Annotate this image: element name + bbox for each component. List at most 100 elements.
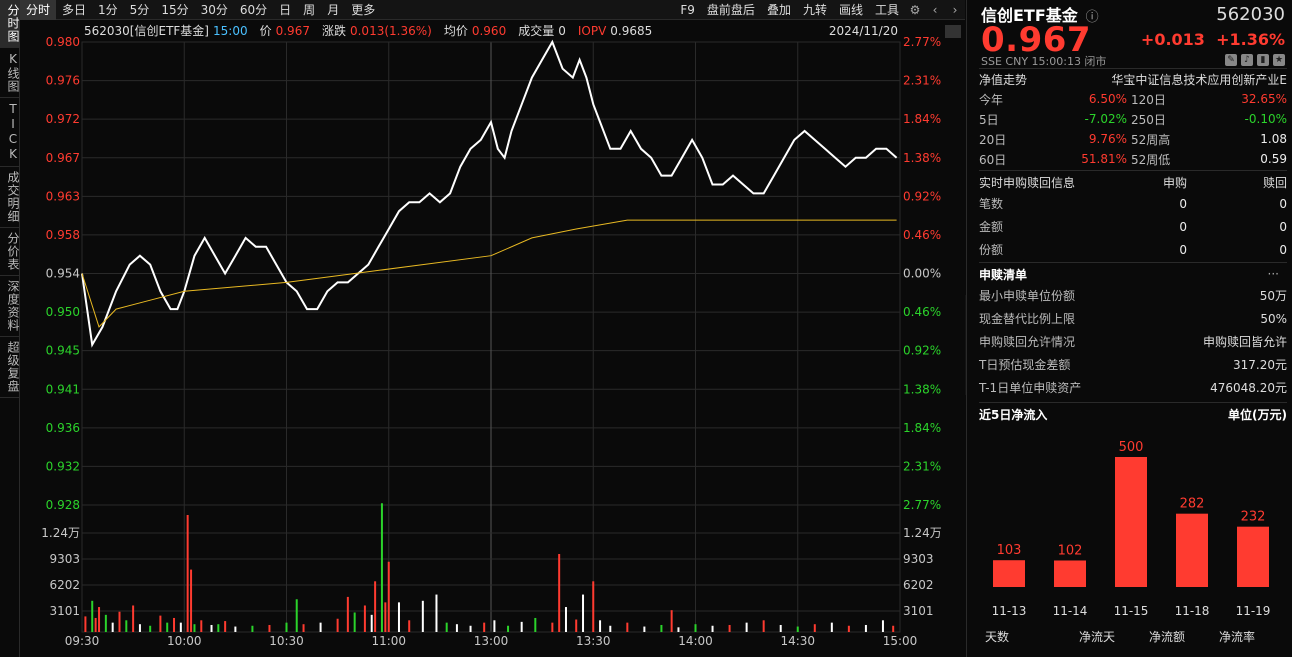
tool-button-5[interactable]: 工具 [874, 2, 899, 17]
period-tab-10[interactable]: 更多 [351, 2, 376, 17]
prev-icon[interactable]: ‹ [932, 2, 938, 17]
time-tick: 14:30 [780, 634, 815, 648]
market-info: SSE CNY 15:00:13 闭市 [981, 55, 1107, 68]
price-tick: 0.941 [46, 382, 80, 396]
price-tick: 0.958 [46, 228, 80, 242]
left-tab-2[interactable]: TICK [0, 98, 20, 167]
settings-icon[interactable]: ⚙ [909, 2, 921, 17]
period-tab-5[interactable]: 30分 [200, 2, 228, 17]
nav-trend-link[interactable]: 净值走势 [979, 72, 1028, 87]
price-tick: 0.972 [46, 112, 80, 126]
inflow-bar [1176, 513, 1208, 587]
net-inflow-unit: 单位(万元) [1228, 407, 1287, 422]
time-tick: 10:00 [167, 634, 202, 648]
bookmark-icon[interactable]: ▮ [1257, 54, 1269, 66]
realtime-subscribe-value: 0 [1179, 196, 1187, 211]
price-tick: 0.932 [46, 459, 80, 473]
realtime-subscribe-value: 0 [1179, 219, 1187, 234]
next-icon[interactable]: › [952, 2, 958, 17]
pct-tick: 0.46% [903, 228, 941, 242]
period-tab-2[interactable]: 1分 [98, 2, 118, 17]
price-tick: 0.976 [46, 74, 80, 88]
period-tab-1[interactable]: 多日 [62, 2, 87, 17]
inflow-value: 232 [1241, 510, 1266, 525]
chart-settings-icon[interactable] [945, 25, 961, 38]
inflow-value: 500 [1119, 440, 1144, 455]
left-tab-6[interactable]: 超级复盘 [0, 337, 20, 398]
pct-tick: 1.84% [903, 421, 941, 435]
perf-value: 1.08 [1260, 132, 1287, 146]
more-icon[interactable]: ··· [1267, 267, 1279, 281]
realtime-subscription: 实时申购赎回信息 申购 赎回 笔数 0 0 金额 0 0 份额 0 0 [979, 172, 1287, 261]
inflow-value: 102 [1058, 543, 1083, 558]
realtime-redeem-value: 0 [1279, 196, 1287, 211]
realtime-label: 份额 [979, 243, 1004, 257]
perf-value: -7.02% [1084, 112, 1127, 126]
period-tab-6[interactable]: 60分 [239, 2, 268, 17]
tool-button-1[interactable]: 盘前盘后 [706, 2, 755, 17]
creation-list: 申赎清单 ··· 最小申赎单位份额 50万 现金替代比例上限 50% 申购赎回允许情况 申购… [979, 264, 1287, 399]
vol-tick: 9303 [49, 552, 80, 566]
inflow-tab[interactable]: 净流率 [1219, 629, 1255, 644]
left-tab-4[interactable]: 分价表 [0, 228, 20, 276]
pct-tick: 0.92% [903, 344, 941, 358]
realtime-row: 金额 0 0 [979, 215, 1287, 238]
tool-button-2[interactable]: 叠加 [766, 2, 791, 17]
creation-list-label: 申购赎回允许情况 [979, 335, 1076, 349]
col-subscribe: 申购 [1162, 175, 1187, 190]
left-tab-5[interactable]: 深度资料 [0, 276, 20, 337]
creation-list-value: 317.20元 [1233, 358, 1287, 372]
realtime-redeem-value: 0 [1279, 242, 1287, 257]
period-tab-7[interactable]: 日 [279, 2, 292, 17]
perf-row: 5日 -7.02% 250日 -0.10% [979, 109, 1287, 129]
perf-label: 120日 [1131, 92, 1166, 107]
price-tick: 0.963 [46, 189, 80, 203]
period-tab-0[interactable]: 分时 [20, 0, 57, 20]
fund-code: 562030 [1216, 4, 1285, 25]
star-icon[interactable]: ★ [1273, 54, 1285, 66]
info-icon[interactable]: ⓘ [1085, 10, 1099, 25]
perf-value: 51.81% [1081, 152, 1127, 166]
bell-icon[interactable]: ♪ [1241, 54, 1253, 66]
inflow-tab[interactable]: 净流天 [1079, 630, 1115, 644]
perf-value: 32.65% [1241, 92, 1287, 106]
tool-button-4[interactable]: 画线 [838, 2, 863, 17]
inflow-tab[interactable]: 天数 [985, 629, 1009, 644]
edit-icon[interactable]: ✎ [1225, 54, 1237, 66]
creation-list-value: 50% [1260, 311, 1287, 326]
price-tick: 0.945 [46, 344, 80, 358]
creation-list-label: 现金替代比例上限 [979, 312, 1076, 326]
left-tab-3[interactable]: 成交明细 [0, 167, 20, 228]
perf-row: 20日 9.76% 52周高 1.08 [979, 129, 1287, 149]
inflow-tab[interactable]: 净流额 [1149, 630, 1185, 644]
vol-tick-right: 3101 [903, 604, 934, 618]
creation-list-row: 现金替代比例上限 50% [979, 307, 1287, 330]
period-tab-9[interactable]: 月 [327, 2, 340, 17]
perf-value: -0.10% [1244, 112, 1287, 126]
period-tab-8[interactable]: 周 [303, 2, 316, 17]
price-tick: 0.950 [46, 305, 80, 319]
creation-list-value: 50万 [1259, 289, 1287, 303]
period-tab-3[interactable]: 5分 [129, 2, 150, 17]
quote-info-bar: 562030[信创ETF基金] 15:00 价 0.967 涨跌 0.013(1.36%)… [84, 23, 652, 38]
left-tab-1[interactable]: K线图 [0, 48, 20, 98]
inflow-value: 103 [997, 543, 1022, 558]
intraday-chart[interactable]: 0.980 2.77% 0.976 2.31% 0.972 1.84% 0.967 1.38%… [20, 20, 965, 657]
inflow-date: 11-15 [1114, 604, 1149, 618]
realtime-label: 金额 [979, 220, 1004, 234]
period-tab-4[interactable]: 15分 [161, 2, 189, 17]
tool-button-3[interactable]: 九转 [802, 2, 827, 17]
right-panel: 信创ETF基金 ⓘ 562030 0.967 +0.013 +1.36% SSE… [966, 0, 1292, 657]
pct-tick: 1.38% [903, 151, 941, 165]
inflow-bar [1237, 526, 1269, 587]
left-tab-0[interactable]: 分时图 [0, 0, 20, 48]
col-redeem: 赎回 [1262, 175, 1287, 190]
time-tick: 13:00 [474, 634, 509, 648]
perf-label: 今年 [979, 92, 1004, 107]
perf-label: 5日 [979, 112, 999, 127]
tool-button-0[interactable]: F9 [680, 2, 695, 17]
vol-tick: 6202 [49, 578, 80, 592]
realtime-title: 实时申购赎回信息 [979, 175, 1076, 190]
perf-row: 60日 51.81% 52周低 0.59 [979, 149, 1287, 169]
avg-price-line [81, 219, 897, 328]
